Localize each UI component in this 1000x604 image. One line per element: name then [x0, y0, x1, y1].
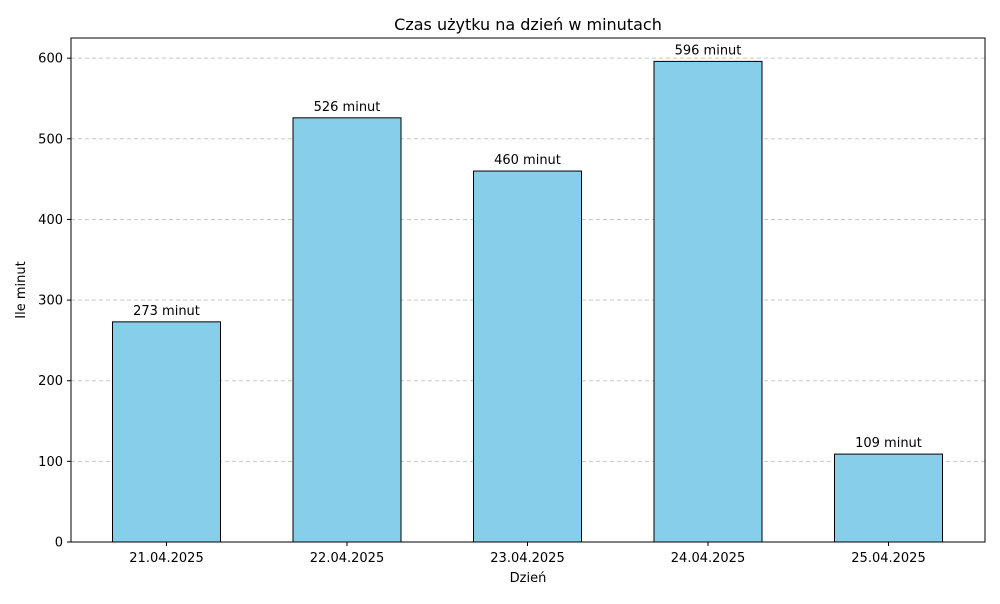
bar — [834, 453, 943, 543]
y-axis: 0 100 200 300 400 500 600 — [38, 52, 71, 551]
y-tick-label: 200 — [38, 374, 63, 389]
chart-title: Czas użytku na dzień w minutach — [394, 15, 662, 34]
bar-value-label: 596 minut — [675, 43, 742, 58]
bar-value-label: 526 minut — [314, 100, 381, 115]
y-tick-label: 500 — [38, 132, 63, 147]
bar-value-label: 460 minut — [494, 153, 561, 168]
x-tick-label: 21.04.2025 — [129, 551, 203, 566]
bar — [653, 60, 763, 543]
y-tick-label: 400 — [38, 213, 63, 228]
x-axis: 21.04.2025 22.04.2025 23.04.2025 24.04.2025… — [129, 542, 926, 566]
bars — [112, 60, 943, 543]
y-tick-label: 100 — [38, 455, 63, 470]
y-tick-label: 0 — [55, 536, 63, 551]
x-tick-label: 23.04.2025 — [490, 551, 564, 566]
bar-value-label: 109 minut — [855, 436, 922, 451]
bar — [112, 321, 221, 543]
x-tick-label: 24.04.2025 — [671, 551, 745, 566]
y-tick-label: 600 — [38, 52, 63, 67]
x-tick-label: 25.04.2025 — [851, 551, 925, 566]
x-tick-label: 22.04.2025 — [310, 551, 384, 566]
y-tick-label: 300 — [38, 294, 63, 309]
y-axis-label: Ile minut — [14, 261, 29, 318]
x-axis-label: Dzień — [510, 571, 547, 586]
bar — [473, 170, 582, 543]
bar-value-label: 273 minut — [133, 304, 200, 319]
bar-value-labels: 273 minut 526 minut 460 minut 596 minut 109 … — [133, 43, 922, 451]
bar — [292, 117, 402, 543]
